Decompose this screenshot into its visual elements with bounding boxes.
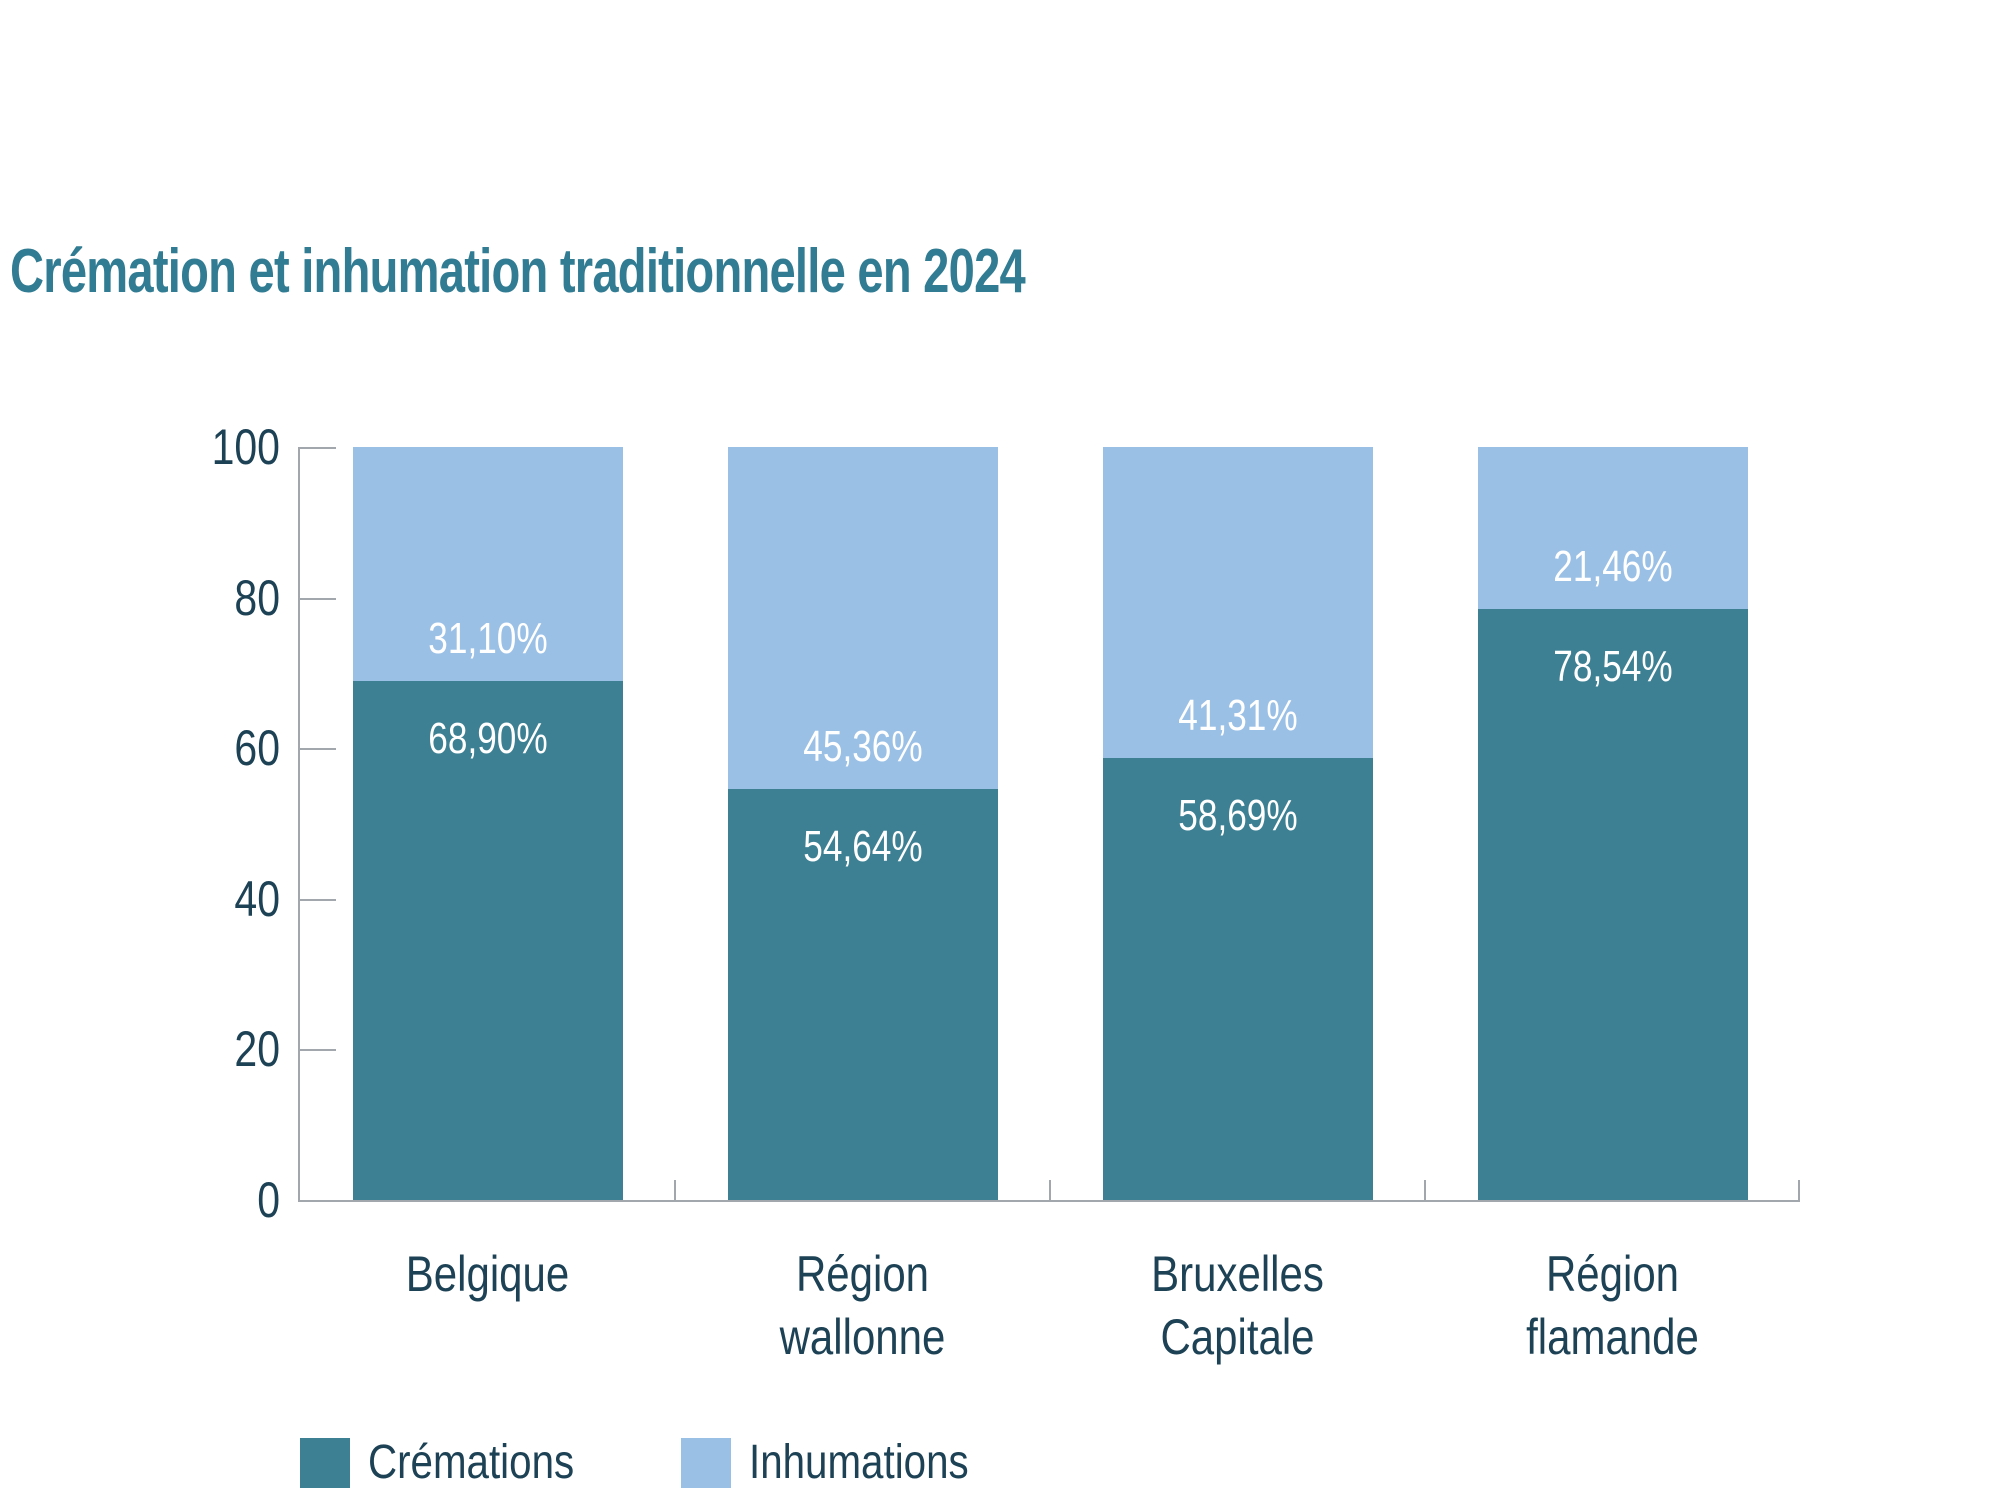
value-label-cremations-region-wallonne: 54,64% — [802, 821, 923, 871]
y-axis-label-100: 100 — [211, 419, 280, 475]
value-label-cremations-bruxelles-capitale: 58,69% — [1177, 791, 1298, 841]
y-axis-tick-60 — [300, 748, 336, 751]
y-axis-label-40: 40 — [234, 870, 280, 927]
segment-inhumations-region-wallonne: 45,36% — [727, 447, 998, 789]
x-axis-label-belgique: Belgique — [300, 1243, 675, 1306]
segment-cremations-bruxelles-capitale: 58,69% — [1102, 758, 1373, 1200]
x-axis-label-line: Capitale — [1160, 1309, 1315, 1365]
y-axis-label-20: 20 — [234, 1021, 280, 1078]
y-axis-label-0: 0 — [257, 1172, 280, 1228]
value-label-cremations-belgique: 68,90% — [427, 714, 548, 764]
x-axis-label-line: Belgique — [405, 1246, 570, 1302]
x-axis-tick-4 — [1798, 1180, 1800, 1200]
x-axis-tick-1 — [674, 1180, 676, 1200]
value-label-inhumations-region-wallonne: 45,36% — [802, 721, 923, 771]
segment-cremations-region-flamande: 78,54% — [1477, 608, 1748, 1200]
x-axis-tick-3 — [1424, 1180, 1426, 1200]
legend-swatch-inhumations — [681, 1438, 732, 1488]
bar-region-flamande: 21,46% 78,54% — [1477, 447, 1748, 1200]
legend: Crémations Inhumations — [300, 1438, 1079, 1488]
x-axis-label-region-flamande: Région flamande — [1425, 1243, 1800, 1369]
bar-region-wallonne: 45,36% 54,64% — [727, 447, 998, 1200]
bar-bruxelles-capitale: 41,31% 58,69% — [1102, 447, 1373, 1200]
y-axis-tick-80 — [300, 597, 336, 600]
y-axis-tick-40 — [300, 898, 336, 901]
y-axis-tick-100 — [300, 447, 336, 449]
value-label-inhumations-region-flamande: 21,46% — [1552, 541, 1673, 591]
y-axis-line — [298, 447, 300, 1200]
x-axis-label-line: wallonne — [779, 1309, 946, 1365]
value-label-cremations-region-flamande: 78,54% — [1552, 641, 1673, 691]
segment-inhumations-belgique: 31,10% — [352, 447, 623, 682]
segment-inhumations-region-flamande: 21,46% — [1477, 447, 1748, 609]
x-axis-label-line: Région — [795, 1246, 930, 1302]
bar-belgique: 31,10% 68,90% — [352, 447, 623, 1200]
plot-area: 100 80 60 40 20 0 31,10% 68,90% 45,36% 54,64% 41,3… — [212, 422, 1800, 1365]
x-axis-label-bruxelles-capitale: Bruxelles Capitale — [1050, 1243, 1425, 1369]
legend-swatch-cremations — [300, 1438, 350, 1488]
chart-title: Crémation et inhumation traditionnelle e… — [10, 237, 1026, 306]
legend-label-inhumations: Inhumations — [749, 1436, 970, 1489]
x-axis-label-line: Région — [1545, 1246, 1680, 1302]
legend-item-cremations: Crémations — [300, 1438, 613, 1488]
segment-inhumations-bruxelles-capitale: 41,31% — [1102, 447, 1373, 759]
x-axis-label-line: Bruxelles — [1151, 1246, 1324, 1302]
x-axis-label-line: flamande — [1526, 1309, 1699, 1365]
x-axis-label-region-wallonne: Région wallonne — [675, 1243, 1050, 1369]
legend-item-inhumations: Inhumations — [681, 1438, 1011, 1488]
x-axis-line — [298, 1200, 1800, 1202]
value-label-inhumations-belgique: 31,10% — [427, 614, 548, 664]
segment-cremations-belgique: 68,90% — [352, 681, 623, 1200]
legend-label-cremations: Crémations — [368, 1436, 575, 1489]
y-axis-label-80: 80 — [234, 569, 280, 626]
y-axis-tick-20 — [300, 1049, 336, 1052]
x-axis-tick-2 — [1049, 1180, 1051, 1200]
y-axis-label-60: 60 — [234, 720, 280, 777]
segment-cremations-region-wallonne: 54,64% — [727, 788, 998, 1200]
value-label-inhumations-bruxelles-capitale: 41,31% — [1177, 691, 1298, 741]
